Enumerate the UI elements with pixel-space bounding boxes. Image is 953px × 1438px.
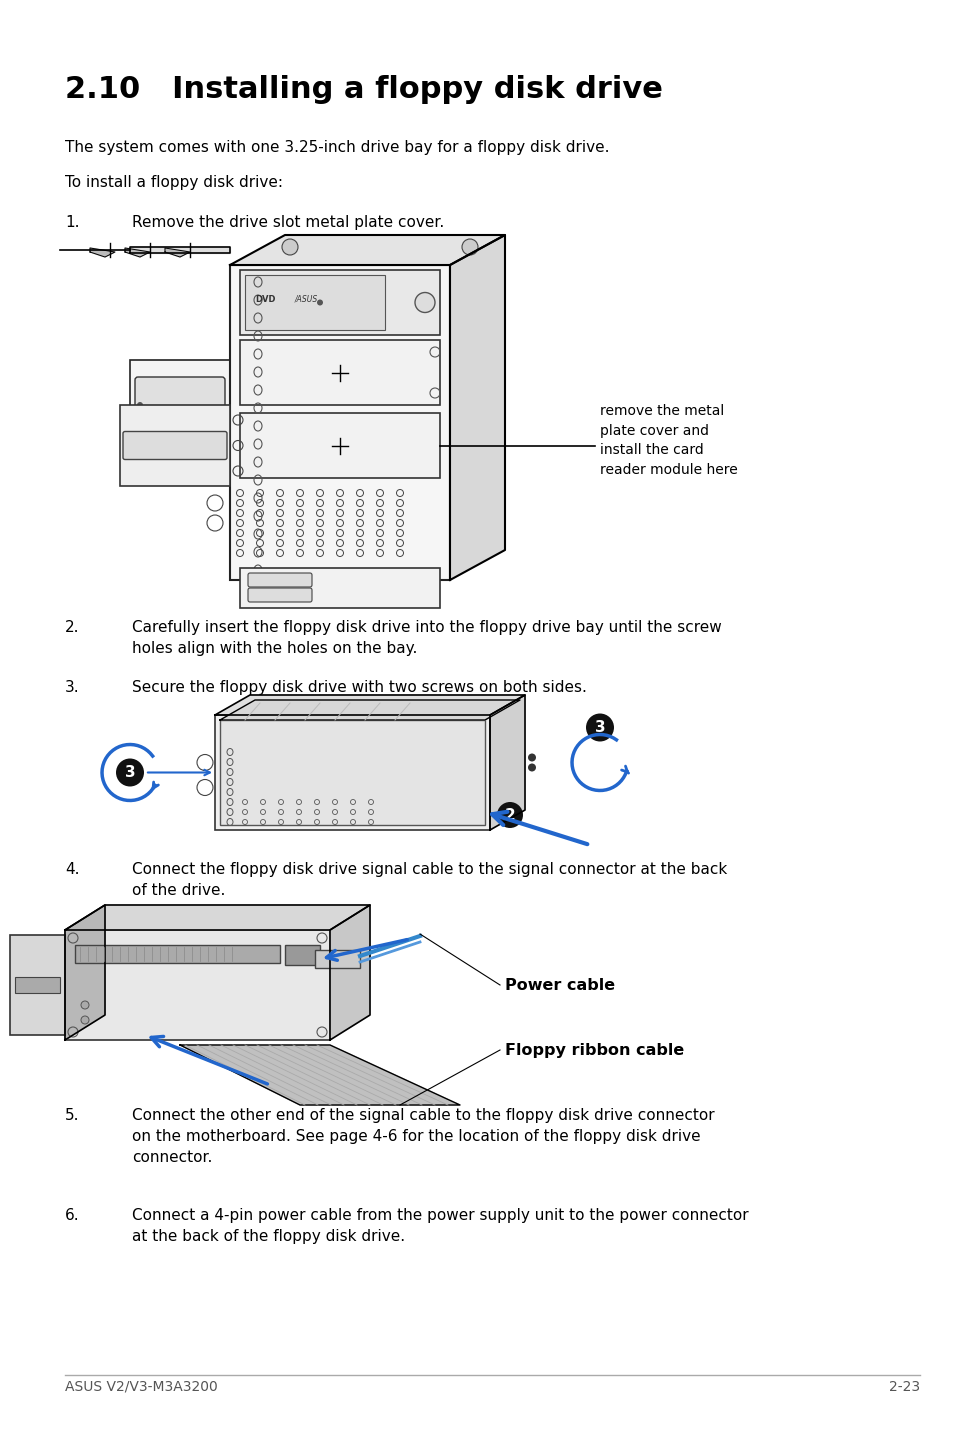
Text: 3: 3 (125, 765, 135, 779)
Bar (230, 265, 450, 580)
Bar (220, 720, 484, 825)
Text: To install a floppy disk drive:: To install a floppy disk drive: (65, 175, 283, 190)
Bar (240, 339, 439, 406)
Polygon shape (450, 234, 504, 580)
Text: remove the metal
plate cover and
install the card
reader module here: remove the metal plate cover and install… (599, 404, 737, 477)
Polygon shape (220, 700, 519, 720)
Text: 5.: 5. (65, 1109, 79, 1123)
Text: Power cable: Power cable (504, 978, 615, 992)
Text: 2.10   Installing a floppy disk drive: 2.10 Installing a floppy disk drive (65, 75, 662, 104)
Polygon shape (90, 247, 115, 257)
Text: Connect the floppy disk drive signal cable to the signal connector at the back
o: Connect the floppy disk drive signal cab… (132, 861, 726, 897)
Bar (240, 568, 439, 608)
Text: Connect the other end of the signal cable to the floppy disk drive connector
on : Connect the other end of the signal cabl… (132, 1109, 714, 1165)
Bar (65, 930, 330, 1040)
Text: 2: 2 (504, 808, 515, 823)
Bar (15, 976, 60, 994)
Polygon shape (214, 695, 524, 715)
Text: ASUS V2/V3-M3A3200: ASUS V2/V3-M3A3200 (65, 1380, 217, 1393)
Bar (214, 715, 490, 830)
Text: DVD: DVD (254, 295, 275, 303)
Circle shape (461, 239, 477, 255)
Circle shape (282, 239, 297, 255)
Polygon shape (125, 247, 150, 257)
Bar (314, 951, 359, 968)
Bar (120, 406, 230, 486)
Bar (130, 360, 230, 480)
Polygon shape (180, 1045, 459, 1104)
Bar (285, 945, 319, 965)
Bar (240, 270, 439, 335)
Text: Connect a 4-pin power cable from the power supply unit to the power connector
at: Connect a 4-pin power cable from the pow… (132, 1208, 748, 1244)
FancyBboxPatch shape (123, 431, 227, 460)
Text: 6.: 6. (65, 1208, 79, 1222)
Bar (10, 935, 65, 1035)
Bar (75, 945, 280, 963)
Polygon shape (130, 247, 230, 253)
Circle shape (81, 1017, 89, 1024)
Text: 3: 3 (594, 720, 604, 735)
Circle shape (497, 802, 522, 828)
Circle shape (527, 764, 536, 772)
Circle shape (137, 403, 143, 408)
FancyBboxPatch shape (248, 572, 312, 587)
FancyBboxPatch shape (135, 377, 225, 408)
Text: 2-23: 2-23 (888, 1380, 919, 1393)
Bar (240, 413, 439, 477)
FancyBboxPatch shape (248, 588, 312, 603)
Polygon shape (490, 695, 524, 830)
Circle shape (137, 416, 143, 421)
Text: /ASUS: /ASUS (294, 295, 318, 303)
Polygon shape (65, 905, 370, 930)
Text: Secure the floppy disk drive with two screws on both sides.: Secure the floppy disk drive with two sc… (132, 680, 586, 695)
Circle shape (316, 299, 323, 305)
Text: 3.: 3. (65, 680, 79, 695)
Text: 4.: 4. (65, 861, 79, 877)
Circle shape (116, 758, 144, 787)
Polygon shape (165, 247, 190, 257)
Text: Floppy ribbon cable: Floppy ribbon cable (504, 1043, 683, 1057)
Circle shape (527, 754, 536, 762)
Circle shape (585, 713, 614, 742)
Circle shape (415, 292, 435, 312)
Polygon shape (230, 234, 504, 265)
Bar (245, 275, 385, 329)
Polygon shape (330, 905, 370, 1040)
Circle shape (137, 408, 143, 416)
Text: Remove the drive slot metal plate cover.: Remove the drive slot metal plate cover. (132, 216, 444, 230)
Polygon shape (65, 905, 105, 1040)
Text: 1.: 1. (65, 216, 79, 230)
Text: The system comes with one 3.25-inch drive bay for a floppy disk drive.: The system comes with one 3.25-inch driv… (65, 139, 609, 155)
Text: 2.: 2. (65, 620, 79, 636)
Circle shape (81, 1001, 89, 1009)
Text: Carefully insert the floppy disk drive into the floppy drive bay until the screw: Carefully insert the floppy disk drive i… (132, 620, 721, 656)
